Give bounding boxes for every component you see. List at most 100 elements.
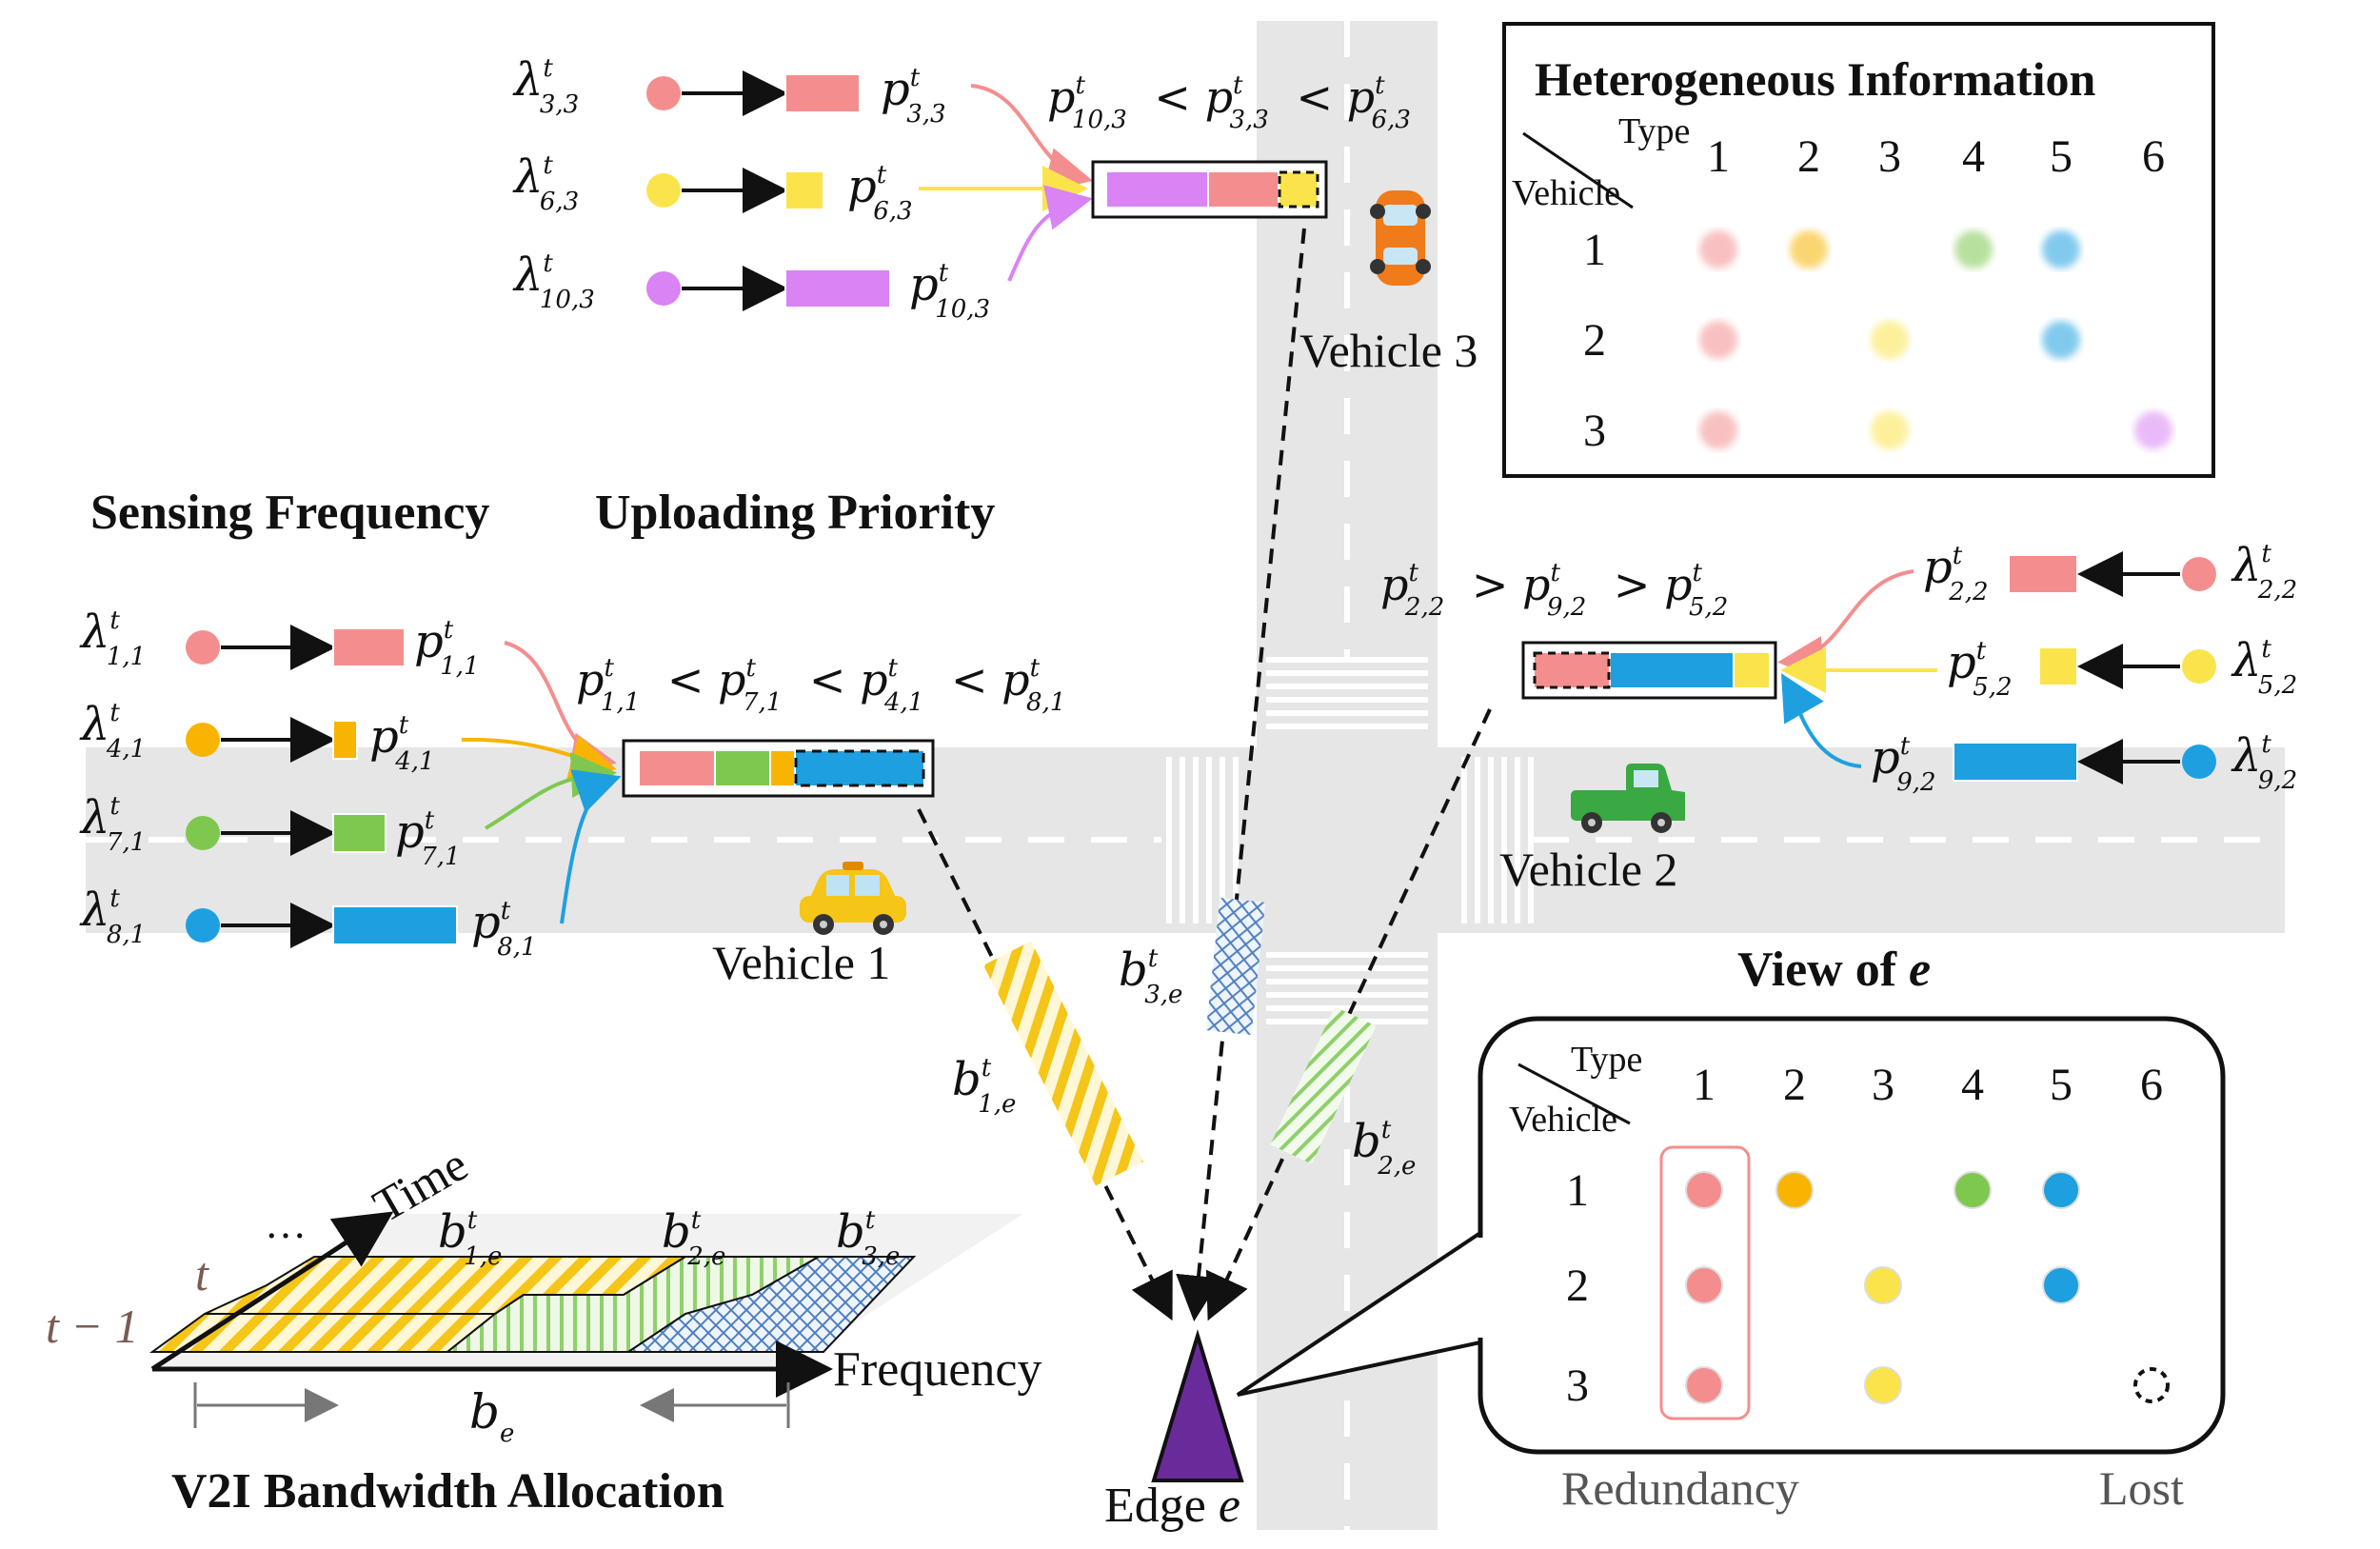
view-of-e-heading: View of e <box>1737 943 1931 997</box>
hetero-cell-dot <box>2134 411 2172 449</box>
view-type-label: Type <box>1571 1040 1642 1080</box>
hetero-cell-dot <box>1871 411 1909 449</box>
view-cell-dot <box>1864 1366 1902 1404</box>
hetero-col-6: 6 <box>2142 131 2165 182</box>
hetero-cells <box>1699 230 2172 449</box>
bandwidth-chunk-2 <box>1270 1006 1377 1164</box>
priority-label-2-2: pt 2,2 <box>1923 541 1989 606</box>
edge-antenna-icon <box>1151 1329 1244 1482</box>
view-col-5: 5 <box>2050 1060 2073 1110</box>
upload-arrow-9-2 <box>1781 673 1862 768</box>
sensor-dot-10-3 <box>646 271 681 306</box>
vehicle-1-queue <box>622 739 935 798</box>
time-axis <box>150 1211 394 1372</box>
edge-view-panel: View of e Type Vehicle 1 2 3 4 5 6 1 2 3 Redund… <box>1236 943 2226 1515</box>
hetero-row-headers: 1 2 3 <box>1583 225 1606 456</box>
data-block-5-2 <box>2038 646 2078 686</box>
view-col-6: 6 <box>2140 1060 2163 1110</box>
view-header-diagonal <box>1517 1062 1631 1125</box>
sensor-dot-7-1 <box>186 816 220 850</box>
crosswalk-left <box>1166 757 1239 923</box>
upload-arrow-8-1 <box>560 769 622 924</box>
vehicle-2-streams: pt 2,2 λt 2,2 pt 5,2 λt 5,2 pt 9,2 λt 9,2 <box>1777 539 2297 797</box>
queue-block-yellow <box>1735 653 1769 687</box>
hetero-type-label: Type <box>1618 111 1690 151</box>
priority-label-1-1: pt 1,1 <box>414 615 480 681</box>
data-block-7-1 <box>332 813 387 853</box>
view-cell-dot <box>1954 1171 1992 1209</box>
view-cell-dot <box>1775 1171 1814 1209</box>
bandwidth-allocation-diagram: Time Frequency t t − 1 … bt 1,e bt 2,e bt 3… <box>46 1137 1041 1519</box>
total-bandwidth-label: be <box>469 1384 514 1448</box>
hetero-title: Heterogeneous Information <box>1535 52 2095 106</box>
priority-label-6-3: pt 6,3 <box>847 160 913 226</box>
hetero-col-2: 2 <box>1797 131 1820 182</box>
data-block-1-1 <box>332 627 406 667</box>
view-lost-marker <box>2133 1367 2170 1403</box>
queue-block-yellow <box>1278 170 1319 209</box>
view-cells <box>1685 1171 2170 1404</box>
view-cell-dot <box>1685 1266 1723 1304</box>
sensor-dot-6-3 <box>646 173 681 208</box>
crosswalk-right <box>1461 757 1534 923</box>
lambda-1-1: λt 1,1 <box>79 606 146 671</box>
view-cell-dot <box>1685 1366 1723 1404</box>
hetero-cell-dot <box>1699 230 1737 268</box>
priority-label-3-3: pt 3,3 <box>881 63 946 129</box>
view-cell-dot <box>1685 1171 1723 1209</box>
lambda-5-2: λt 5,2 <box>2231 634 2297 700</box>
edge-node: Edge e <box>1104 1329 1244 1533</box>
priority-label-5-2: pt 5,2 <box>1947 636 2013 702</box>
v2i-links <box>917 228 1492 1321</box>
lost-label: Lost <box>2099 1461 2184 1515</box>
hetero-row-2: 2 <box>1583 315 1606 366</box>
view-col-4: 4 <box>1961 1060 1984 1110</box>
view-row-2: 2 <box>1566 1261 1589 1311</box>
view-cell-dot <box>2042 1171 2080 1209</box>
view-cell-dot <box>2042 1266 2080 1304</box>
lambda-6-3: λt 6,3 <box>512 150 579 216</box>
queue-block-pink <box>1209 172 1278 207</box>
sensor-dot-5-2 <box>2182 649 2216 684</box>
link-vehicle-3-to-edge <box>1176 228 1306 1321</box>
data-block-9-2 <box>1953 742 2078 782</box>
queue-block-blue <box>1611 653 1733 687</box>
view-column-headers: 1 2 3 4 5 6 <box>1693 1060 2163 1110</box>
sensing-frequency-heading: Sensing Frequency <box>90 486 489 540</box>
sensor-dot-1-1 <box>186 630 220 665</box>
vehicle-2-truck-icon <box>1571 764 1685 833</box>
hetero-cell-dot <box>1871 321 1909 359</box>
lambda-8-1: λt 8,1 <box>79 884 146 949</box>
redundancy-highlight <box>1659 1145 1751 1420</box>
bandwidth-allocation-heading: V2I Bandwidth Allocation <box>171 1464 724 1519</box>
queue-block-orange <box>771 751 794 785</box>
hetero-col-4: 4 <box>1962 131 1985 182</box>
vehicle-1-label: Vehicle 1 <box>712 936 890 989</box>
data-block-8-1 <box>332 905 458 945</box>
link-vehicle-2-to-edge <box>1205 708 1492 1321</box>
view-row-1: 1 <box>1566 1165 1589 1216</box>
hetero-row-1: 1 <box>1583 225 1606 275</box>
hetero-col-3: 3 <box>1878 131 1901 182</box>
callout-joint-mask <box>1477 1238 1485 1338</box>
vehicle-1-priority-order: pt 1,1 < pt 7,1 < pt 4,1 < pt 8,1 <box>576 654 1065 717</box>
vehicle-2-label: Vehicle 2 <box>1499 843 1677 896</box>
hetero-col-1: 1 <box>1707 131 1730 182</box>
data-block-6-3 <box>784 170 824 210</box>
lambda-3-3: λt 3,3 <box>512 53 579 119</box>
hetero-vehicle-label: Vehicle <box>1512 173 1620 213</box>
view-row-headers: 1 2 3 <box>1566 1165 1589 1411</box>
view-vehicle-label: Vehicle <box>1509 1100 1617 1140</box>
view-frame <box>1478 1016 2226 1455</box>
hetero-cell-dot <box>1790 230 1828 268</box>
hetero-column-headers: 1 2 3 4 5 6 <box>1707 131 2165 182</box>
time-t-minus-1-label: t − 1 <box>46 1300 139 1353</box>
hetero-cell-dot <box>2042 230 2080 268</box>
lambda-2-2: λt 2,2 <box>2231 539 2297 605</box>
bandwidth-label-1: bt 1,e <box>952 1053 1016 1119</box>
view-col-2: 2 <box>1783 1060 1806 1110</box>
heterogeneous-information-panel: Heterogeneous Information Type Vehicle 1… <box>1502 22 2215 478</box>
lambda-10-3: λt 10,3 <box>512 248 595 314</box>
queue-block-pink <box>640 751 714 785</box>
